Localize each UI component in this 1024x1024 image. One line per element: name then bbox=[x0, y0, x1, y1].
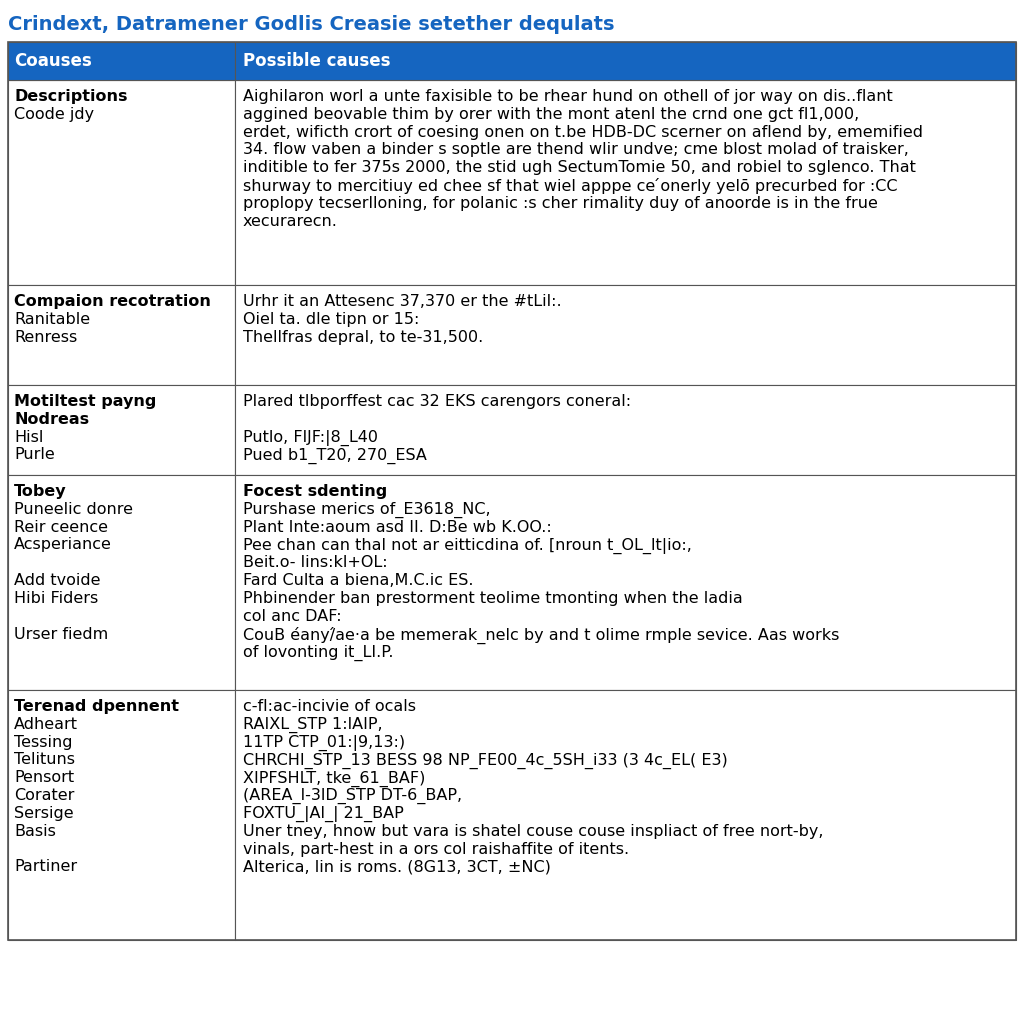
Bar bbox=[8, 385, 234, 475]
Text: inditible to fer 375s 2000, the stid ugh SectumTomie 50, and robiel to sglenco. : inditible to fer 375s 2000, the stid ugh… bbox=[243, 161, 915, 175]
Text: Add tvoide: Add tvoide bbox=[14, 573, 100, 588]
Text: Beit.o- lins:kl+OL:: Beit.o- lins:kl+OL: bbox=[243, 555, 387, 570]
Text: Focest sdenting: Focest sdenting bbox=[243, 484, 387, 499]
Text: Phbinender ban prestorment teolime tmonting when the ladia: Phbinender ban prestorment teolime tmont… bbox=[243, 591, 742, 606]
Text: Adheart: Adheart bbox=[14, 717, 78, 732]
Text: Purle: Purle bbox=[14, 447, 54, 463]
Bar bbox=[8, 80, 234, 285]
Bar bbox=[234, 42, 1016, 80]
Text: CHRCHI_STP_13 BESS 98 NP_FE00_4c_5SH_i33 (3 4c_EL( E3): CHRCHI_STP_13 BESS 98 NP_FE00_4c_5SH_i33… bbox=[243, 753, 727, 769]
Text: XIPFSHLT, tke_61_BAF): XIPFSHLT, tke_61_BAF) bbox=[243, 770, 425, 786]
Text: shurway to mercitiuy ed chee sf that wiel apppe ce ́onerly yelō precurbed for :C: shurway to mercitiuy ed chee sf that wie… bbox=[243, 178, 897, 195]
Text: Coauses: Coauses bbox=[14, 52, 92, 70]
Text: Hisl: Hisl bbox=[14, 430, 43, 444]
Text: c-fl:ac-incivie of ocals: c-fl:ac-incivie of ocals bbox=[243, 699, 416, 714]
Bar bbox=[234, 385, 1016, 475]
Text: Corater: Corater bbox=[14, 788, 75, 803]
Text: FOXTU_|Al_| 21_BAP: FOXTU_|Al_| 21_BAP bbox=[243, 806, 403, 822]
Text: Renress: Renress bbox=[14, 330, 77, 345]
Text: (AREA_l-3lD_STP DT-6_BAP,: (AREA_l-3lD_STP DT-6_BAP, bbox=[243, 788, 462, 804]
Text: Plant Inte:aoum asd II. D:Be wb K.OO.:: Plant Inte:aoum asd II. D:Be wb K.OO.: bbox=[243, 519, 552, 535]
Text: proplopy tecserlloning, for polanic :s cher rimality duy of anoorde is in the fr: proplopy tecserlloning, for polanic :s c… bbox=[243, 196, 878, 211]
Text: Acsperiance: Acsperiance bbox=[14, 538, 112, 553]
Text: Partiner: Partiner bbox=[14, 859, 77, 874]
Text: Motiltest payng: Motiltest payng bbox=[14, 394, 157, 409]
Text: Descriptions: Descriptions bbox=[14, 89, 128, 104]
Text: 34. flow vaben a binder s soptle are thend wlir undve; cme blost molad of traisk: 34. flow vaben a binder s soptle are the… bbox=[243, 142, 908, 158]
Bar bbox=[8, 690, 234, 940]
Bar bbox=[234, 690, 1016, 940]
Text: Telituns: Telituns bbox=[14, 753, 75, 767]
Text: Putlo, FlJF:|8_L40: Putlo, FlJF:|8_L40 bbox=[243, 430, 378, 445]
Bar bbox=[8, 42, 1016, 940]
Bar bbox=[8, 475, 234, 690]
Text: aggined beovable thim by orer with the mont atenl the crnd one gct fl1,000,: aggined beovable thim by orer with the m… bbox=[243, 106, 859, 122]
Text: Basis: Basis bbox=[14, 823, 56, 839]
Bar bbox=[234, 285, 1016, 385]
Bar bbox=[8, 285, 234, 385]
Text: erdet, wificth crort of coesing onen on t.be HDB-DC scerner on aflend by, ememif: erdet, wificth crort of coesing onen on … bbox=[243, 125, 923, 139]
Text: col anc DAF:: col anc DAF: bbox=[243, 609, 341, 624]
Text: vinals, part-hest in a ors col raishaffite of itents.: vinals, part-hest in a ors col raishaffi… bbox=[243, 842, 629, 857]
Text: 11TP CTP_01:|9,13:): 11TP CTP_01:|9,13:) bbox=[243, 734, 404, 751]
Text: Aighilaron worl a unte faxisible to be rhear hund on othell of jor way on dis..f: Aighilaron worl a unte faxisible to be r… bbox=[243, 89, 893, 104]
Bar bbox=[8, 42, 234, 80]
Text: Nodreas: Nodreas bbox=[14, 412, 89, 427]
Text: Uner tney, hnow but vara is shatel couse couse inspliact of free nort-by,: Uner tney, hnow but vara is shatel couse… bbox=[243, 823, 823, 839]
Text: Coode jdy: Coode jdy bbox=[14, 106, 94, 122]
Text: Tobey: Tobey bbox=[14, 484, 67, 499]
Text: Pued b1_T20, 270_ESA: Pued b1_T20, 270_ESA bbox=[243, 447, 427, 464]
Text: Urhr it an Attesenc 37,370 er the #tLil:.: Urhr it an Attesenc 37,370 er the #tLil:… bbox=[243, 294, 561, 309]
Text: Compaion recotration: Compaion recotration bbox=[14, 294, 211, 309]
Text: Crindext, Datramener Godlis Creasie setether dequlats: Crindext, Datramener Godlis Creasie sete… bbox=[8, 15, 614, 35]
Text: of lovonting it_LI.P.: of lovonting it_LI.P. bbox=[243, 644, 393, 660]
Text: Plared tlbporffest cac 32 EKS carengors coneral:: Plared tlbporffest cac 32 EKS carengors … bbox=[243, 394, 631, 409]
Text: Pee chan can thal not ar eitticdina of. [nroun t_OL_lt|io:,: Pee chan can thal not ar eitticdina of. … bbox=[243, 538, 691, 554]
Text: Oiel ta. dle tipn or 15:: Oiel ta. dle tipn or 15: bbox=[243, 312, 419, 327]
Text: Hibi Fiders: Hibi Fiders bbox=[14, 591, 98, 606]
Text: RAIXL_STP 1:lAIP,: RAIXL_STP 1:lAIP, bbox=[243, 717, 382, 733]
Text: Thellfras depral, to te-31,500.: Thellfras depral, to te-31,500. bbox=[243, 330, 483, 345]
Bar bbox=[234, 80, 1016, 285]
Text: Ranitable: Ranitable bbox=[14, 312, 90, 327]
Text: Reir ceence: Reir ceence bbox=[14, 519, 108, 535]
Text: Fard Culta a biena,M.C.ic ES.: Fard Culta a biena,M.C.ic ES. bbox=[243, 573, 473, 588]
Text: Pensort: Pensort bbox=[14, 770, 74, 785]
Text: Tessing: Tessing bbox=[14, 734, 73, 750]
Text: Alterica, lin is roms. (8G13, 3CT, ±NC): Alterica, lin is roms. (8G13, 3CT, ±NC) bbox=[243, 859, 551, 874]
Text: Purshase merics of_E3618_NC,: Purshase merics of_E3618_NC, bbox=[243, 502, 490, 518]
Text: xecurarecn.: xecurarecn. bbox=[243, 214, 338, 228]
Text: Urser fiedm: Urser fiedm bbox=[14, 627, 109, 642]
Text: Terenad dpennent: Terenad dpennent bbox=[14, 699, 179, 714]
Text: Possible causes: Possible causes bbox=[243, 52, 390, 70]
Text: Sersige: Sersige bbox=[14, 806, 74, 821]
Text: CouB éany/́ae·a be memerak_nelc by and t olime rmple sevice. Aas works: CouB éany/́ae·a be memerak_nelc by and … bbox=[243, 627, 840, 644]
Bar bbox=[234, 475, 1016, 690]
Text: Puneelic donre: Puneelic donre bbox=[14, 502, 133, 517]
